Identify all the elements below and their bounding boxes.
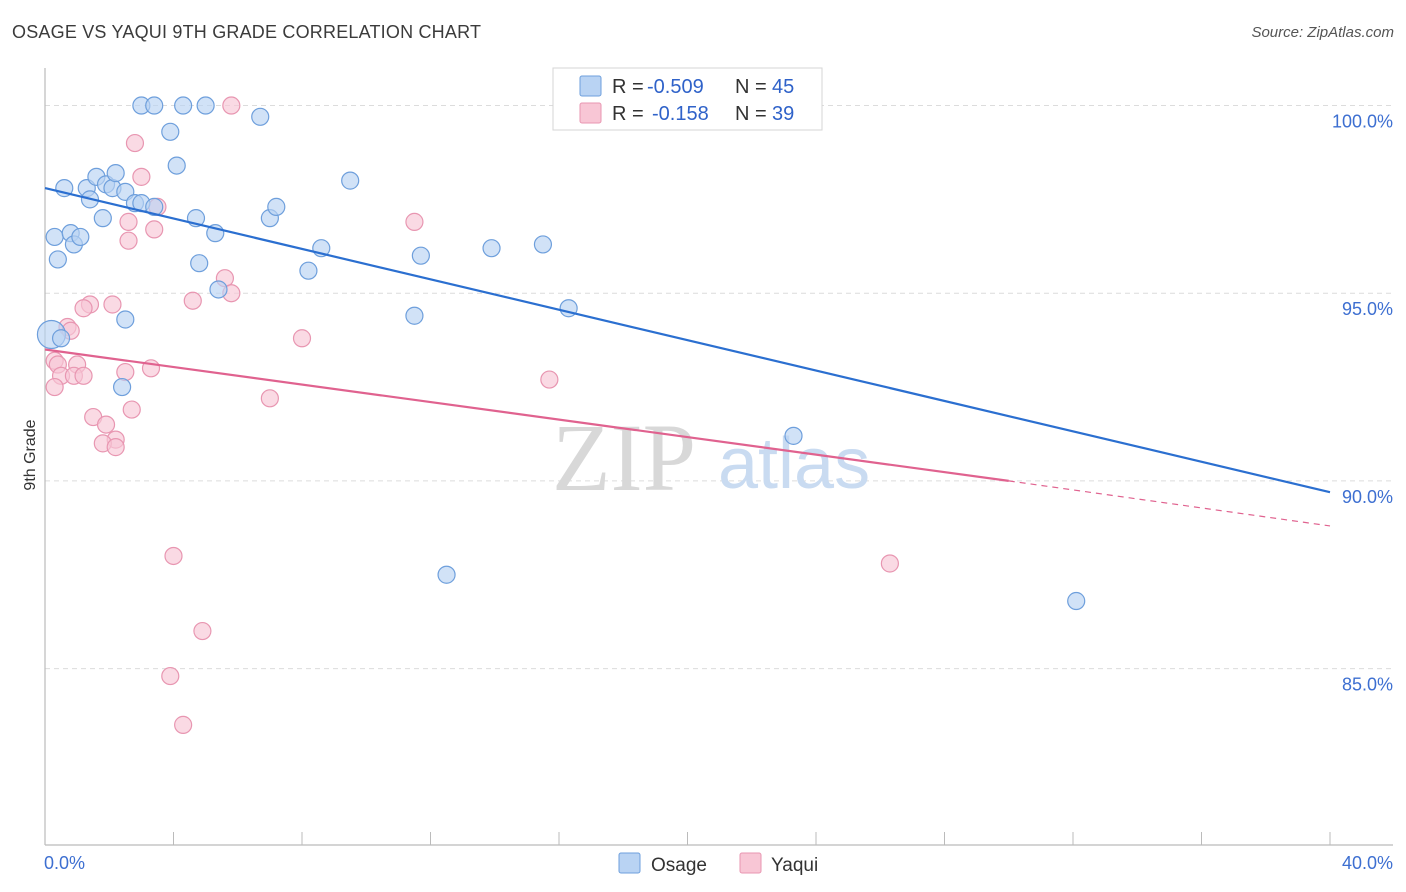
yaqui-point: [106, 438, 125, 457]
legend-swatch-osage: [579, 75, 602, 97]
yaqui-point: [222, 96, 241, 115]
osage-point: [145, 197, 164, 216]
yaqui-point: [116, 362, 135, 382]
yaqui-point: [145, 220, 164, 239]
yaqui-point: [880, 554, 899, 573]
osage-point: [71, 227, 90, 247]
yaqui-point: [183, 291, 202, 310]
osage-point: [196, 96, 215, 115]
yaqui-point: [161, 666, 180, 686]
osage-point: [93, 209, 112, 228]
y-axis-title: 9th Grade: [22, 419, 39, 490]
osage-point: [209, 280, 228, 299]
legend-yaqui-r-value: -0.158: [652, 103, 709, 125]
yaqui-point: [45, 377, 64, 397]
series-legend-osage: Osage: [651, 855, 707, 876]
legend-osage-n-value: 45: [772, 76, 794, 98]
x-tick-label-min: 0.0%: [44, 853, 85, 873]
yaqui-point: [164, 546, 183, 566]
osage-point: [341, 171, 360, 190]
trend-lines: [44, 187, 1331, 527]
yaqui-point: [125, 133, 145, 153]
osage-point: [299, 261, 318, 280]
yaqui-point: [193, 621, 212, 641]
series-legend-swatch-yaqui: [739, 852, 762, 874]
x-tick-label-max: 40.0%: [1342, 853, 1393, 873]
osage-point: [174, 96, 193, 115]
correlation-legend: R = -0.509 N = 45 R = -0.158 N = 39: [552, 67, 823, 131]
yaqui-point: [74, 299, 93, 318]
yaqui-point: [119, 231, 138, 250]
yaqui-point: [260, 389, 279, 408]
legend-osage-r-label: R =: [612, 76, 644, 98]
legend-yaqui-n-value: 39: [772, 103, 794, 125]
legend-yaqui-r-label: R =: [612, 103, 644, 125]
osage-point: [405, 306, 424, 325]
legend-yaqui-n-label: N =: [735, 103, 767, 125]
yaqui-point: [74, 366, 93, 385]
osage-point: [1067, 591, 1086, 611]
osage-point: [251, 107, 270, 126]
y-tick-label: 85.0%: [1342, 675, 1393, 695]
legend-osage-n-label: N =: [735, 76, 767, 98]
osage-points: [36, 96, 1086, 611]
legend-osage-r-value: -0.509: [647, 76, 704, 98]
yaqui-trend-extension: [1008, 480, 1331, 527]
osage-point: [784, 426, 803, 445]
series-legend-yaqui: Yaqui: [771, 855, 818, 876]
osage-point: [116, 310, 135, 329]
osage-point: [437, 565, 456, 584]
yaqui-point: [132, 167, 151, 186]
chart-source: Source: ZipAtlas.com: [1251, 24, 1394, 41]
y-tick-label: 90.0%: [1342, 487, 1393, 507]
osage-point: [112, 377, 132, 397]
yaqui-point: [405, 212, 424, 231]
osage-point: [45, 227, 64, 247]
y-tick-label: 95.0%: [1342, 299, 1393, 319]
chart-title: OSAGE VS YAQUI 9TH GRADE CORRELATION CHA…: [12, 22, 482, 42]
series-legend-swatch-osage: [618, 852, 641, 874]
osage-point: [190, 254, 209, 273]
osage-point: [48, 250, 67, 269]
osage-point: [51, 329, 71, 348]
yaqui-point: [292, 329, 312, 348]
y-tick-labels: 85.0% 90.0% 95.0% 100.0%: [1332, 112, 1393, 695]
yaqui-point: [174, 715, 193, 734]
yaqui-trend-line: [44, 348, 1009, 482]
osage-point: [106, 164, 125, 183]
legend-swatch-yaqui: [579, 102, 602, 124]
watermark-zip: ZIP: [552, 404, 696, 511]
x-axis-ticks: [173, 832, 1331, 845]
osage-point: [533, 235, 553, 254]
gridlines: [45, 105, 1393, 670]
series-legend: Osage Yaqui: [618, 852, 818, 876]
osage-point: [411, 246, 430, 265]
watermark: ZIP atlas: [552, 404, 870, 511]
osage-point: [482, 239, 501, 258]
osage-point: [167, 156, 186, 175]
yaqui-point: [96, 415, 116, 434]
osage-trend-line: [44, 187, 1331, 494]
yaqui-points: [45, 96, 899, 734]
osage-point: [267, 197, 286, 216]
yaqui-point: [103, 295, 122, 314]
osage-point: [145, 96, 164, 115]
osage-point: [161, 122, 180, 141]
yaqui-point: [122, 400, 141, 419]
yaqui-point: [540, 370, 559, 389]
y-tick-label: 100.0%: [1332, 112, 1393, 132]
yaqui-point: [119, 212, 138, 231]
